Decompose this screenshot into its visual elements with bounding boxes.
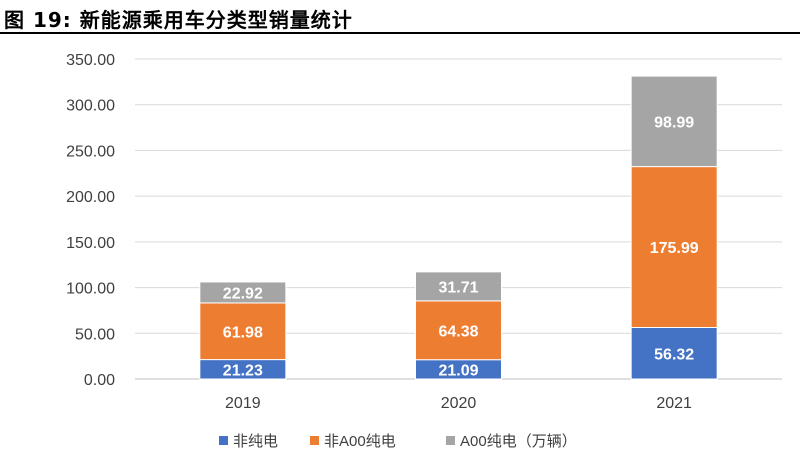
- data-label: 61.98: [223, 324, 263, 341]
- data-label: 64.38: [438, 323, 478, 340]
- stacked-bar-chart: 0.00 50.00 100.00 150.00 200.00 250.00 300.00 3…: [66, 52, 782, 450]
- y-tick-label: 350.00: [66, 52, 115, 69]
- bar-segment: [630, 75, 718, 168]
- bars: 21.23 61.98 22.92 21.09 64.38 31.71 56.32 175.9…: [199, 75, 718, 380]
- x-tick-label: 2019: [225, 395, 261, 412]
- data-label: 31.71: [438, 279, 478, 296]
- data-label: 56.32: [654, 346, 694, 363]
- y-tick-label: 250.00: [66, 143, 115, 160]
- y-tick-label: 50.00: [75, 326, 115, 343]
- legend: 非纯电 非A00纯电 A00纯电（万辆）: [219, 433, 577, 450]
- y-tick-label: 200.00: [66, 189, 115, 206]
- x-tick-label: 2020: [441, 395, 477, 412]
- bar-segment: [199, 302, 287, 361]
- figure-header: 图 19: 新能源乘用车分类型销量统计: [0, 0, 800, 34]
- x-tick-label: 2021: [656, 395, 692, 412]
- x-axis: 2019 2020 2021: [225, 395, 692, 412]
- y-tick-label: 150.00: [66, 235, 115, 252]
- bar-segment: [415, 300, 502, 361]
- bar-segment: [630, 166, 718, 329]
- bar-segment: [415, 271, 502, 302]
- bar-segment: [199, 281, 287, 304]
- data-label: 22.92: [223, 285, 263, 302]
- data-label: 21.09: [438, 362, 478, 379]
- y-axis: 0.00 50.00 100.00 150.00 200.00 250.00 300.00 3…: [66, 52, 115, 389]
- legend-swatch: [310, 436, 319, 445]
- y-tick-label: 0.00: [84, 372, 115, 389]
- data-label: 175.99: [650, 240, 699, 257]
- data-label: 21.23: [223, 362, 263, 379]
- data-label: 98.99: [654, 114, 694, 131]
- legend-swatch: [446, 436, 455, 445]
- legend-label: 非A00纯电: [324, 433, 396, 450]
- legend-label: 非纯电: [233, 433, 278, 450]
- bar-segment: [630, 327, 718, 380]
- y-tick-label: 300.00: [66, 98, 115, 115]
- y-tick-label: 100.00: [66, 281, 115, 298]
- legend-swatch: [219, 436, 228, 445]
- figure-title: 图 19: 新能源乘用车分类型销量统计: [4, 8, 353, 32]
- legend-label: A00纯电（万辆）: [460, 433, 577, 450]
